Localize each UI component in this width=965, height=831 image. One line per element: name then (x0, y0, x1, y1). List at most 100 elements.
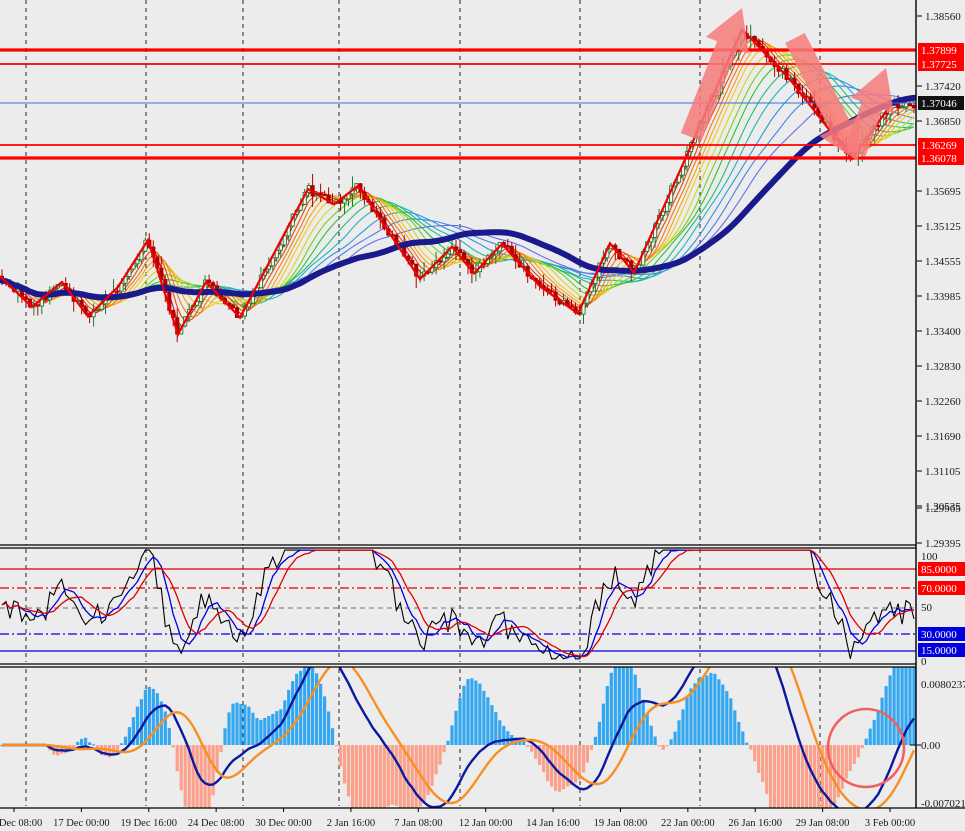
current-price-badge-label: 1.37046 (921, 98, 957, 110)
macd-histogram-bar (573, 745, 578, 783)
macd-crossover-circle[interactable] (826, 707, 906, 789)
macd-scale-label: 0.00 (921, 740, 941, 752)
macd-histogram-bar (685, 697, 689, 745)
macd-histogram-bar (386, 745, 390, 807)
zigzag-indicator (0, 27, 891, 338)
osc-level-badge-label: 70.0000 (921, 583, 957, 595)
macd-histogram-bar (231, 703, 235, 745)
macd-histogram-bar (733, 710, 737, 745)
macd-histogram-bar (769, 745, 773, 808)
macd-histogram-bar (765, 745, 769, 794)
macd-histogram-bar (753, 745, 757, 762)
oscillator-panel[interactable] (0, 549, 916, 663)
level-badge-support[interactable] (918, 138, 964, 152)
candle-body (115, 290, 120, 293)
price-panel[interactable] (0, 0, 916, 545)
macd-histogram-bar (737, 721, 741, 745)
candle-body (35, 304, 40, 307)
macd-histogram-bar (390, 745, 394, 805)
osc-level-badge[interactable] (918, 643, 965, 657)
macd-histogram-bar (183, 745, 187, 807)
price-tick-label: 1.34555 (925, 256, 961, 268)
macd-histogram-bar (773, 745, 777, 808)
macd-histogram-bar (641, 699, 645, 745)
macd-histogram-bar (526, 745, 530, 747)
macd-histogram-bar (840, 745, 844, 789)
macd-histogram-bar (852, 745, 856, 764)
macd-panel[interactable] (0, 616, 916, 831)
macd-histogram-bar (741, 731, 745, 745)
macd-histogram-bar (848, 745, 852, 771)
macd-histogram-bar (749, 745, 753, 750)
time-tick-label: 12 Dec 08:00 (0, 818, 42, 829)
macd-histogram-bar (808, 745, 813, 808)
macd-histogram-bar (617, 667, 621, 745)
price-tick-label: 1.36850 (925, 116, 961, 128)
macd-histogram-bar (633, 674, 637, 745)
macd-histogram-bar (868, 728, 872, 745)
macd-histogram-bar (673, 731, 677, 745)
macd-histogram-bar (693, 683, 697, 745)
osc-level-badge[interactable] (918, 581, 965, 595)
current-price-badge[interactable] (918, 96, 964, 110)
bearish-correction-arrow[interactable] (785, 33, 861, 161)
macd-histogram-bar (199, 745, 203, 808)
macd-histogram-bar (454, 710, 458, 745)
osc-scale-label: 0 (921, 656, 927, 668)
macd-histogram-bar (816, 745, 820, 808)
macd-histogram-bar (561, 745, 566, 790)
macd-histogram-bar (649, 725, 653, 745)
macd-histogram-bar (398, 745, 402, 808)
macd-histogram-bar (904, 667, 908, 745)
macd-histogram-bar (123, 736, 128, 745)
macd-histogram-bar (247, 706, 251, 745)
macd-histogram-bar (713, 673, 717, 745)
macd-histogram-bar (697, 678, 701, 745)
candle-body (549, 290, 554, 293)
macd-histogram-bar (725, 691, 729, 745)
macd-histogram-bar (621, 667, 625, 745)
bullish-continuation-arrow[interactable] (844, 68, 894, 157)
candle-body (410, 259, 415, 265)
macd-histogram-bar (287, 689, 291, 745)
level-badge-label: 1.36269 (921, 140, 957, 152)
macd-histogram-bar (625, 667, 629, 745)
macd-histogram-bar (330, 728, 335, 745)
macd-histogram-bar (334, 745, 339, 747)
macd-histogram-bar (717, 679, 721, 745)
macd-histogram-bar (414, 745, 418, 808)
macd-histogram-bar (187, 745, 191, 808)
level-badge-resistance[interactable] (918, 43, 964, 57)
macd-histogram-bar (307, 667, 311, 745)
macd-histogram-bar (378, 745, 382, 808)
macd-histogram-bar (498, 720, 502, 745)
osc-level-badge[interactable] (918, 562, 965, 576)
candle-body (911, 105, 916, 109)
macd-histogram-bar (661, 745, 665, 750)
macd-histogram-bar (346, 745, 351, 797)
level-badge-support[interactable] (918, 151, 964, 165)
time-tick-label: 3 Feb 00:00 (865, 818, 915, 829)
macd-histogram-bar (370, 745, 374, 808)
macd-histogram-bar (569, 745, 574, 786)
macd-histogram-bar (721, 684, 725, 745)
macd-histogram-bar (478, 683, 482, 745)
macd-histogram-bar (486, 697, 490, 745)
macd-histogram-bar (80, 738, 84, 745)
level-badge-resistance[interactable] (918, 57, 964, 71)
bullish-impulse-arrow[interactable] (680, 8, 749, 141)
macd-histogram-bar (227, 712, 231, 745)
macd-histogram-bar (171, 745, 175, 748)
macd-histogram-bar (191, 745, 195, 808)
level-badge-label: 1.36078 (921, 153, 957, 165)
macd-histogram-bar (115, 745, 120, 752)
macd-histogram-bar (788, 745, 793, 808)
macd-histogram-bar (836, 745, 840, 798)
macd-histogram-bar (143, 689, 147, 745)
osc-level-badge[interactable] (918, 627, 965, 641)
macd-histogram-bar (546, 745, 550, 782)
macd-histogram-bar (653, 736, 657, 745)
macd-histogram-bar (844, 745, 848, 779)
candle-body (278, 244, 283, 251)
